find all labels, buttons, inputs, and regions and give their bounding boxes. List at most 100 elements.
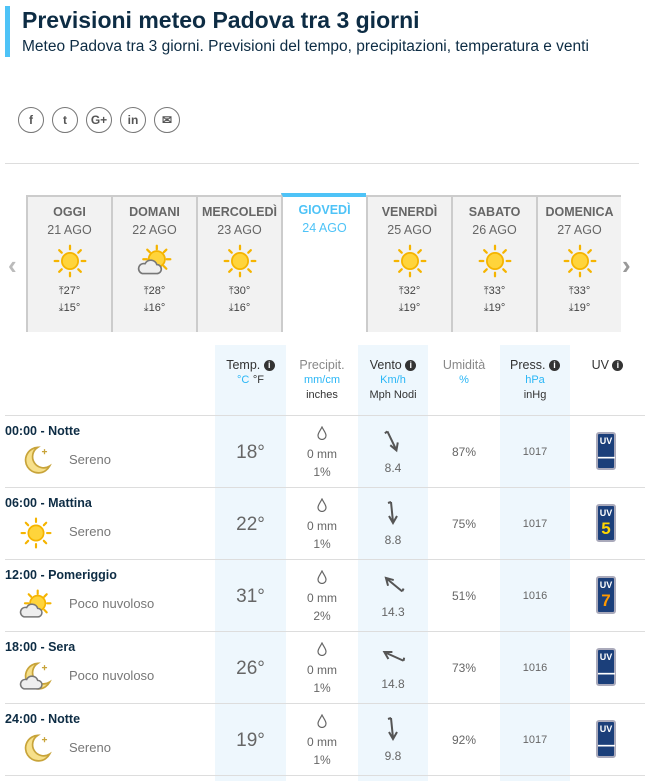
wind: 8.4 — [358, 428, 428, 477]
facebook-icon[interactable]: f — [18, 107, 44, 133]
uv-index-badge: UV — — [596, 432, 616, 470]
raindrop-icon — [317, 641, 327, 657]
day-tab[interactable]: GIOVEDÌ 24 AGO — [281, 193, 366, 332]
precipitation: 0 mm 1% — [286, 497, 358, 553]
unit-mm[interactable]: mm/cm — [303, 374, 341, 386]
day-tabs: OGGI 21 AGO ⤒27° ⤓15° DOMANI 22 AGO ⤒28°… — [26, 193, 621, 332]
day-tab[interactable]: SABATO 26 AGO ⤒33° ⤓19° — [451, 195, 536, 332]
time-label: 00:00 - Notte — [5, 424, 81, 438]
unit-inches[interactable]: inches — [306, 389, 338, 401]
linkedin-icon[interactable]: in — [120, 107, 146, 133]
next-day-arrow-icon[interactable]: › — [622, 250, 631, 280]
uv-value: — — [598, 735, 615, 754]
precip-probability: 1% — [313, 753, 331, 767]
wind: 14.8 — [358, 644, 428, 693]
precip-header[interactable]: Precipit. mm/cm inches — [286, 345, 358, 415]
uv-index-badge: UV 5 — [596, 504, 616, 542]
max-temp: ⤒28° — [143, 285, 166, 297]
arrow-up-icon: ⤒ — [398, 285, 404, 297]
day-name: DOMENICA — [545, 205, 614, 219]
unit-hpa[interactable]: hPa — [525, 374, 545, 386]
humidity: 73% — [451, 661, 477, 675]
pressure-column-bg — [500, 345, 570, 781]
uv-value: 7 — [601, 591, 611, 610]
day-date: 23 AGO — [217, 223, 262, 237]
day-tab[interactable]: VENERDÌ 25 AGO ⤒32° ⤓19° — [366, 195, 451, 332]
uv-value: — — [598, 663, 615, 682]
day-name: OGGI — [53, 205, 86, 219]
temperature: 26° — [236, 658, 265, 679]
page-title: Previsioni meteo Padova tra 3 giorni — [22, 7, 420, 33]
pressure-header[interactable]: Press. i hPa inHg — [500, 345, 570, 415]
humidity: 51% — [451, 589, 477, 603]
time-label: 24:00 - Notte — [5, 712, 81, 726]
info-icon[interactable]: i — [612, 360, 624, 371]
uv-header: UV i — [570, 345, 645, 415]
precip-probability: 2% — [313, 609, 331, 623]
day-date: 21 AGO — [47, 223, 92, 237]
wind-direction-arrow-icon — [384, 430, 399, 453]
info-icon[interactable]: i — [405, 360, 417, 371]
day-tab[interactable]: DOMANI 22 AGO ⤒28° ⤓16° — [111, 195, 196, 332]
precip-label: Precipit. — [299, 358, 345, 372]
max-temp: ⤒32° — [398, 285, 421, 297]
time-label: 12:00 - Pomeriggio — [5, 568, 117, 582]
table-row: 00:00 - Notte Sereno 18° 0 mm 1% 8.4 87% … — [5, 415, 645, 487]
wind-speed: 8.8 — [384, 533, 402, 547]
info-icon[interactable]: i — [263, 360, 275, 371]
uv-value: — — [598, 447, 615, 466]
humidity: 75% — [451, 517, 477, 531]
precip-probability: 1% — [313, 681, 331, 695]
time-label: 06:00 - Mattina — [5, 496, 92, 510]
wind-direction-arrow-icon — [387, 717, 398, 742]
min-temp: ⤓16° — [228, 302, 251, 314]
wind: 9.8 — [358, 716, 428, 765]
day-tab[interactable]: OGGI 21 AGO ⤒27° ⤓15° — [26, 195, 111, 332]
twitter-icon[interactable]: t — [52, 107, 78, 133]
prev-day-arrow-icon[interactable]: ‹ — [8, 250, 17, 280]
day-tab[interactable]: MERCOLEDÌ 23 AGO ⤒30° ⤓16° — [196, 195, 281, 332]
uv-index-badge: UV — — [596, 648, 616, 686]
wind-column-bg — [358, 345, 428, 781]
social-share: f t G+ in ✉ — [18, 107, 180, 133]
arrow-down-icon: ⤓ — [483, 302, 489, 314]
sun-icon — [563, 244, 596, 278]
unit-inhg[interactable]: inHg — [523, 389, 547, 401]
moon-icon — [24, 734, 52, 762]
wind: 8.8 — [358, 500, 428, 549]
precip-probability: 1% — [313, 537, 331, 551]
pressure: 1017 — [522, 734, 548, 746]
condition-text: Poco nuvoloso — [69, 596, 155, 611]
moon-icon — [24, 446, 52, 474]
day-tab[interactable]: DOMENICA 27 AGO ⤒33° ⤓19° — [536, 195, 621, 332]
min-temp: ⤓16° — [143, 302, 166, 314]
raindrop-icon — [317, 569, 327, 585]
table-row: 24:00 - Notte Sereno 19° 0 mm 1% 9.8 92% … — [5, 703, 645, 775]
temp-column-bg — [215, 345, 286, 781]
condition-text: Poco nuvoloso — [69, 668, 155, 683]
wind-header[interactable]: Vento i Km/h Mph Nodi — [358, 345, 428, 415]
info-icon[interactable]: i — [548, 360, 560, 371]
min-temp: ⤓15° — [58, 302, 81, 314]
precip-amount: 0 mm — [307, 447, 337, 461]
temp-header[interactable]: Temp. i °C °F — [215, 345, 286, 415]
page-header: Previsioni meteo Padova tra 3 giorni Met… — [5, 6, 635, 57]
day-name: DOMANI — [129, 205, 180, 219]
wind-speed: 14.8 — [381, 677, 405, 691]
divider — [5, 163, 639, 164]
unit-kmh[interactable]: Km/h — [380, 374, 406, 386]
page-subtitle: Meteo Padova tra 3 giorni. Previsioni de… — [22, 38, 589, 55]
condition-text: Sereno — [69, 452, 111, 467]
max-temp: ⤒33° — [483, 285, 506, 297]
unit-fahrenheit[interactable]: °F — [252, 374, 264, 386]
arrow-down-icon: ⤓ — [398, 302, 404, 314]
unit-celsius[interactable]: °C — [237, 374, 250, 386]
unit-mph-knots[interactable]: Mph Nodi — [369, 389, 417, 401]
precip-amount: 0 mm — [307, 735, 337, 749]
max-temp: ⤒33° — [568, 285, 591, 297]
google-plus-icon[interactable]: G+ — [86, 107, 112, 133]
precip-amount: 0 mm — [307, 591, 337, 605]
email-icon[interactable]: ✉ — [154, 107, 180, 133]
max-temp: ⤒30° — [228, 285, 251, 297]
uv-label: UV — [591, 358, 609, 372]
